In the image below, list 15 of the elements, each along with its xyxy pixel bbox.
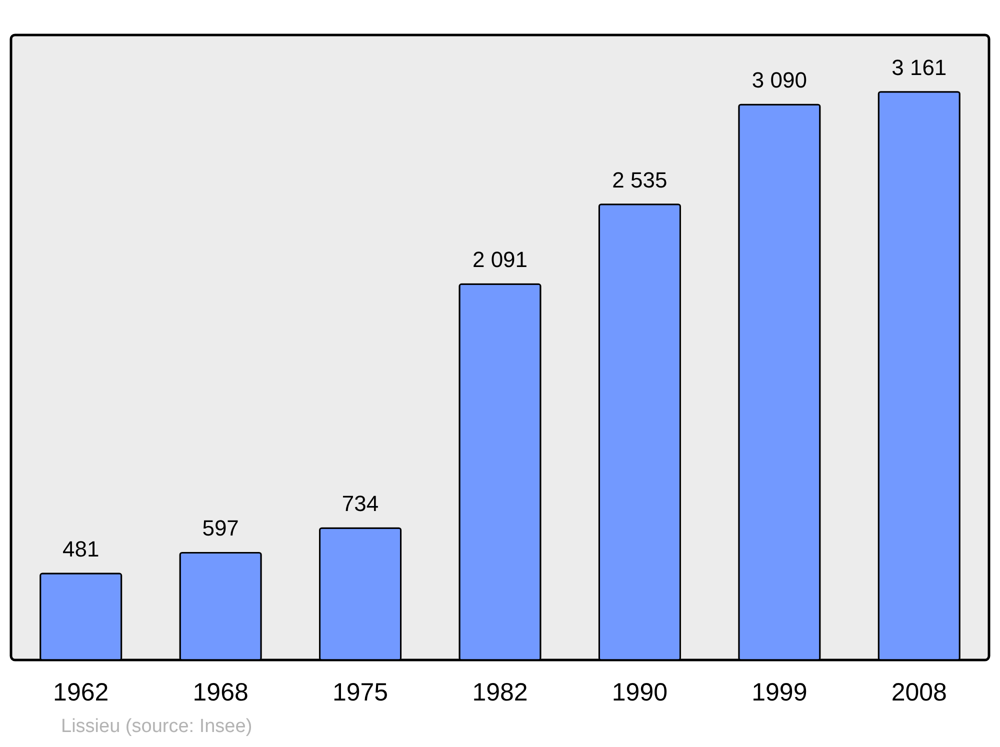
x-tick-label: 1975: [332, 678, 388, 706]
x-tick-label: 1968: [192, 678, 248, 706]
data-label: 2 091: [472, 247, 528, 272]
data-label: 734: [342, 491, 379, 516]
data-label: 3 161: [892, 54, 947, 80]
data-label: 481: [62, 536, 100, 562]
data-label: 597: [202, 516, 239, 541]
data-label: 2 535: [612, 167, 668, 192]
data-label: 3 090: [752, 68, 807, 93]
x-tick-label: 1999: [752, 678, 808, 706]
x-tick-label: 1990: [612, 678, 668, 706]
x-tick-label: 1982: [472, 678, 528, 706]
x-tick-label: 2008: [891, 678, 947, 706]
text: Lissieu (source: Insee): [61, 716, 252, 737]
x-tick-label: 1962: [53, 678, 109, 706]
